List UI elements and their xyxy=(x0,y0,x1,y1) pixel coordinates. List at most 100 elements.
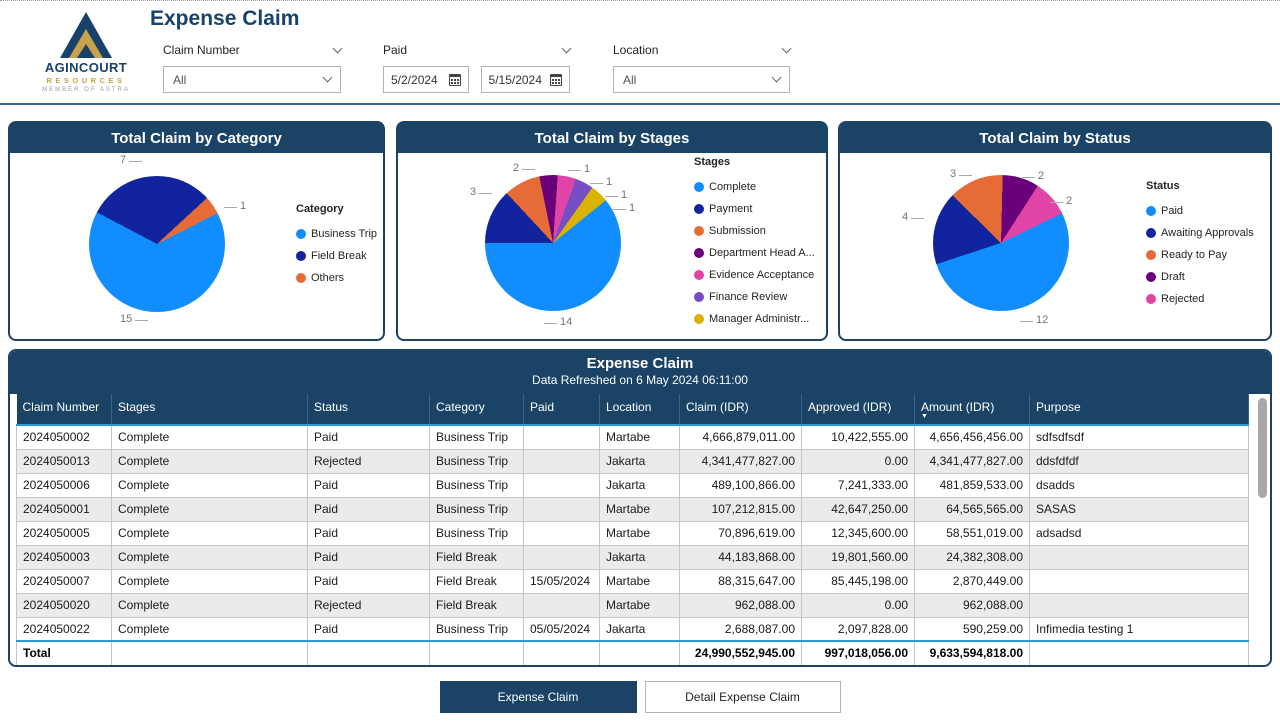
header-divider xyxy=(0,103,1280,105)
callout-awaiting-approvals: 4 xyxy=(902,211,925,223)
card-title: Total Claim by Status xyxy=(840,123,1270,153)
legend-dot xyxy=(1146,228,1156,238)
legend-dot xyxy=(1146,272,1156,282)
callout-paid: 12 xyxy=(1019,314,1049,326)
legend-status: Status Paid Awaiting Approvals Ready to … xyxy=(1146,180,1254,310)
table-row[interactable]: 2024050002 Complete Paid Business Trip Marta… xyxy=(16,424,1249,450)
card-title: Total Claim by Stages xyxy=(398,123,826,153)
legend-dot xyxy=(694,182,704,192)
legend-category: Category Business Trip Field Break Other… xyxy=(296,203,377,289)
calendar-icon[interactable] xyxy=(448,73,461,86)
pie-chart-stages[interactable] xyxy=(485,175,621,311)
col-claim-number[interactable]: Claim Number xyxy=(16,394,112,426)
table-row[interactable]: 2024050022 Complete Paid Business Trip 05/05… xyxy=(16,616,1249,642)
callout-field-break: 7 xyxy=(120,154,143,166)
callout-evidence-acceptance: 1 xyxy=(589,176,613,188)
legend-item-ready-to-pay[interactable]: Ready to Pay xyxy=(1146,244,1254,266)
legend-item-others[interactable]: Others xyxy=(296,267,377,289)
table-title: Expense Claim xyxy=(586,355,694,372)
callout-rejected: 2 xyxy=(1049,195,1073,207)
calendar-icon[interactable] xyxy=(550,73,562,86)
table-title-bar: Expense Claim Data Refreshed on 6 May 20… xyxy=(10,351,1270,394)
callout-business-trip: 15 xyxy=(120,313,149,325)
legend-item-rejected[interactable]: Rejected xyxy=(1146,288,1254,310)
col-stages[interactable]: Stages xyxy=(111,394,308,426)
col-purpose[interactable]: Purpose xyxy=(1029,394,1249,426)
col-claim-idr[interactable]: Claim (IDR) xyxy=(679,394,802,426)
paid-date-from-input[interactable]: 5/2/2024 xyxy=(383,66,469,93)
callout-draft: 2 xyxy=(1021,170,1045,182)
card-total-claim-by-stages: Total Claim by Stages 2 3 1 1 1 1 14 Sta… xyxy=(396,121,828,341)
legend-title: Category xyxy=(296,203,344,215)
callout-manager-administration: 1 xyxy=(612,202,636,214)
legend-item-complete[interactable]: Complete xyxy=(694,176,815,198)
paid-date-to-value: 5/15/2024 xyxy=(488,72,542,87)
legend-item-submission[interactable]: Submission xyxy=(694,220,815,242)
callout-payment: 3 xyxy=(470,186,493,198)
legend-dot xyxy=(694,226,704,236)
location-value: All xyxy=(623,72,637,87)
legend-item-paid[interactable]: Paid xyxy=(1146,200,1254,222)
chevron-down-icon[interactable] xyxy=(781,43,792,53)
callout-complete: 14 xyxy=(543,316,573,328)
table-row[interactable]: 2024050007 Complete Paid Field Break 15/05/2… xyxy=(16,568,1249,594)
legend-dot xyxy=(296,251,306,261)
expense-claim-table: Claim Number Stages Status Category Paid… xyxy=(16,394,1249,665)
legend-dot xyxy=(694,314,704,324)
col-amount-idr[interactable]: Amount (IDR) ▼ xyxy=(914,394,1030,426)
card-total-claim-by-status: Total Claim by Status 3 2 2 4 12 Status … xyxy=(838,121,1272,341)
expense-claim-table-card: Expense Claim Data Refreshed on 6 May 20… xyxy=(8,349,1272,667)
table-row[interactable]: 2024050005 Complete Paid Business Trip Marta… xyxy=(16,520,1249,546)
pie-chart-status[interactable] xyxy=(933,175,1069,311)
legend-item-draft[interactable]: Draft xyxy=(1146,266,1254,288)
legend-dot xyxy=(694,270,704,280)
col-status[interactable]: Status xyxy=(307,394,430,426)
col-paid[interactable]: Paid xyxy=(523,394,600,426)
table-row[interactable]: 2024050020 Complete Rejected Field Break Mar… xyxy=(16,592,1249,618)
table-scrollbar-thumb[interactable] xyxy=(1258,398,1267,498)
filter-claim-number: Claim Number All xyxy=(163,42,343,93)
selection-dotted-border xyxy=(0,0,1280,1)
table-total-row: Total 24,990,552,945.00 997,018,056.00 9,63… xyxy=(16,640,1249,665)
legend-item-manager-administration[interactable]: Manager Administr... xyxy=(694,308,815,330)
legend-item-evidence-acceptance[interactable]: Evidence Acceptance xyxy=(694,264,815,286)
pie-chart-category[interactable] xyxy=(89,176,225,312)
legend-stages: Stages Complete Payment Submission Depar… xyxy=(694,156,815,330)
card-title: Total Claim by Category xyxy=(10,123,383,153)
callout-department-head: 1 xyxy=(567,163,591,175)
table-row[interactable]: 2024050003 Complete Paid Field Break Jakarta… xyxy=(16,544,1249,570)
chevron-down-icon[interactable] xyxy=(561,43,572,53)
logo-mountain-icon xyxy=(59,12,113,58)
filter-paid: Paid 5/2/2024 5/15/2024 xyxy=(383,42,572,93)
chevron-down-icon[interactable] xyxy=(332,43,343,53)
sort-descending-icon: ▼ xyxy=(921,413,928,420)
callout-others: 1 xyxy=(223,200,247,212)
claim-number-filter-label: Claim Number xyxy=(163,43,240,57)
legend-item-payment[interactable]: Payment xyxy=(694,198,815,220)
location-filter-label: Location xyxy=(613,43,659,57)
location-dropdown[interactable]: All xyxy=(613,66,790,93)
legend-dot xyxy=(694,204,704,214)
col-location[interactable]: Location xyxy=(599,394,680,426)
table-row[interactable]: 2024050006 Complete Paid Business Trip Jakar… xyxy=(16,472,1249,498)
col-category[interactable]: Category xyxy=(429,394,524,426)
table-row[interactable]: 2024050013 Complete Rejected Business Trip J… xyxy=(16,448,1249,474)
callout-ready-to-pay: 3 xyxy=(950,168,973,180)
claim-number-dropdown[interactable]: All xyxy=(163,66,341,93)
legend-item-awaiting-approvals[interactable]: Awaiting Approvals xyxy=(1146,222,1254,244)
legend-title: Status xyxy=(1146,180,1180,192)
legend-item-department-head[interactable]: Department Head A... xyxy=(694,242,815,264)
legend-item-finance-review[interactable]: Finance Review xyxy=(694,286,815,308)
legend-dot xyxy=(1146,294,1156,304)
company-logo: AGINCOURT RESOURCES MEMBER OF ASTRA xyxy=(28,12,144,93)
detail-expense-claim-button[interactable]: Detail Expense Claim xyxy=(644,681,841,713)
legend-item-field-break[interactable]: Field Break xyxy=(296,245,377,267)
paid-date-to-input[interactable]: 5/15/2024 xyxy=(480,66,570,93)
logo-text-member: MEMBER OF ASTRA xyxy=(42,87,130,93)
legend-item-business-trip[interactable]: Business Trip xyxy=(296,223,377,245)
paid-filter-label: Paid xyxy=(383,43,408,57)
table-row[interactable]: 2024050001 Complete Paid Business Trip Marta… xyxy=(16,496,1249,522)
expense-claim-button[interactable]: Expense Claim xyxy=(439,681,637,713)
col-approved-idr[interactable]: Approved (IDR) xyxy=(801,394,915,426)
